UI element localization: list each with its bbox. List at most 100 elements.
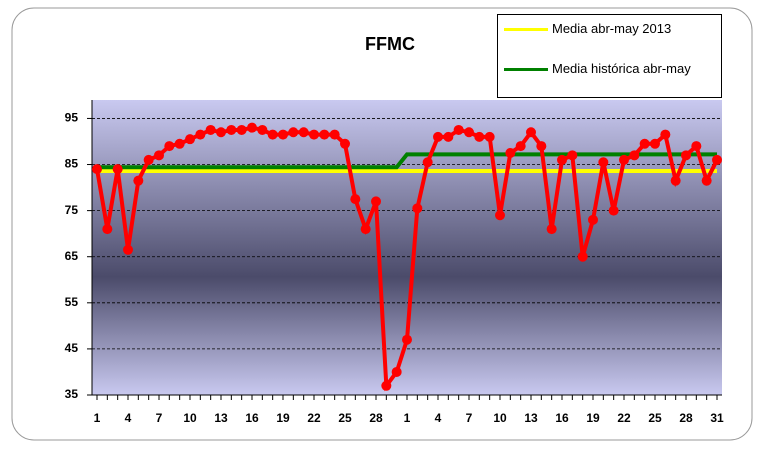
marker: [546, 224, 557, 235]
marker: [247, 122, 257, 133]
marker: [402, 334, 412, 345]
marker: [329, 129, 340, 140]
marker: [133, 175, 144, 186]
marker: [164, 141, 175, 152]
chart-title: FFMC: [365, 34, 415, 54]
marker: [526, 127, 536, 138]
marker: [319, 129, 330, 140]
legend-label: Media histórica abr-may: [552, 61, 691, 76]
marker: [143, 154, 154, 165]
x-tick-label: 13: [524, 411, 538, 425]
series: [92, 122, 722, 392]
x-tick-label: 22: [307, 411, 321, 425]
marker: [102, 224, 113, 235]
marker: [670, 175, 681, 186]
marker: [588, 214, 598, 225]
marker: [278, 129, 288, 140]
y-tick-label: 55: [65, 295, 79, 309]
marker: [712, 154, 722, 165]
y-tick-label: 45: [65, 341, 79, 355]
marker: [422, 157, 433, 168]
marker: [474, 131, 485, 142]
legend: Media abr-may 2013 Media histórica abr-ma…: [497, 14, 722, 98]
marker: [660, 129, 671, 140]
series: [97, 152, 717, 170]
marker: [681, 150, 691, 161]
marker: [267, 129, 278, 140]
marker: [391, 366, 402, 377]
marker: [195, 129, 206, 140]
x-tick-label: 19: [276, 411, 290, 425]
marker: [92, 164, 102, 175]
marker: [639, 138, 650, 149]
x-tick-label: 13: [214, 411, 228, 425]
marker: [619, 154, 629, 165]
x-tick-label: 16: [555, 411, 569, 425]
marker: [226, 124, 237, 135]
marker: [443, 131, 454, 142]
marker: [567, 150, 578, 161]
x-tick-label: 7: [466, 411, 473, 425]
marker: [236, 124, 247, 135]
x-tick-label: 28: [679, 411, 693, 425]
legend-entry: Media histórica abr-may: [504, 61, 702, 77]
legend-swatch: [504, 68, 548, 71]
y-tick-label: 95: [65, 111, 79, 125]
y-tick-label: 65: [65, 249, 79, 263]
x-tick-label: 4: [125, 411, 132, 425]
marker: [629, 150, 640, 161]
marker: [464, 127, 474, 138]
marker: [216, 127, 226, 138]
legend-swatch: [504, 28, 548, 31]
x-tick-label: 7: [156, 411, 163, 425]
marker: [433, 131, 443, 142]
marker: [577, 251, 588, 262]
marker: [350, 194, 361, 205]
marker: [371, 196, 381, 207]
legend-label: Media abr-may 2013: [552, 21, 672, 36]
marker: [557, 154, 567, 165]
y-tick-label: 35: [65, 387, 79, 401]
marker: [412, 203, 423, 214]
x-tick-label: 31: [710, 411, 724, 425]
marker: [288, 127, 299, 138]
x-tick-label: 1: [94, 411, 101, 425]
x-tick-label: 22: [617, 411, 631, 425]
marker: [360, 224, 371, 235]
marker: [484, 131, 495, 142]
marker: [608, 205, 619, 216]
marker: [453, 124, 464, 135]
marker: [650, 138, 660, 149]
x-tick-label: 19: [586, 411, 600, 425]
marker: [257, 124, 268, 135]
marker: [536, 141, 547, 152]
marker: [381, 380, 392, 391]
marker: [691, 141, 702, 152]
line: [97, 152, 717, 170]
marker: [123, 244, 133, 255]
marker: [309, 129, 319, 140]
marker: [495, 210, 505, 221]
x-tick-label: 16: [245, 411, 259, 425]
marker: [174, 138, 185, 149]
marker: [701, 175, 712, 186]
marker: [515, 141, 526, 152]
marker: [298, 127, 309, 138]
marker: [598, 157, 609, 168]
legend-entry: Media abr-may 2013: [504, 21, 702, 37]
y-tick-label: 75: [65, 203, 79, 217]
x-tick-label: 10: [183, 411, 197, 425]
marker: [154, 150, 164, 161]
x-tick-label: 28: [369, 411, 383, 425]
marker: [340, 138, 350, 149]
x-tick-label: 10: [493, 411, 507, 425]
marker: [505, 148, 516, 159]
x-tick-label: 4: [435, 411, 442, 425]
x-tick-label: 25: [648, 411, 662, 425]
marker: [185, 134, 195, 145]
x-tick-label: 1: [404, 411, 411, 425]
y-tick-label: 85: [65, 157, 79, 171]
x-tick-label: 25: [338, 411, 352, 425]
